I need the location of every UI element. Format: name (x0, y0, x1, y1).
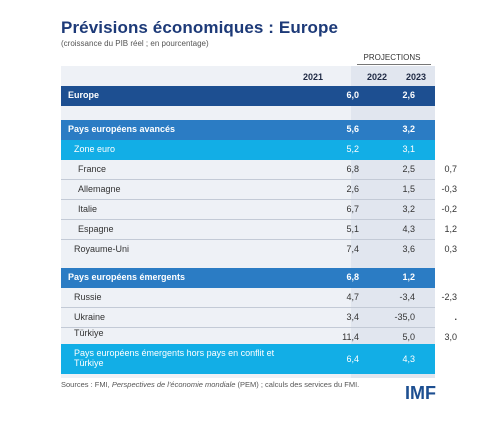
value-2022: 4,3 (402, 224, 415, 234)
projections-divider (357, 64, 431, 65)
value-2022: 3,1 (402, 144, 415, 154)
value-2022: 2,5 (402, 164, 415, 174)
row-label: Zone euro (74, 144, 116, 154)
source-title: Perspectives de l'économie mondiale (111, 380, 236, 389)
value-2023: 0,5 (444, 144, 457, 154)
value-2021: 5,6 (346, 124, 359, 134)
value-2021: 6,8 (346, 272, 359, 282)
value-2021: 6,7 (346, 204, 359, 214)
value-2023: 0,5 (444, 272, 457, 282)
table-row-emerging-excl: Pays européens émergents hors pays en co… (61, 344, 457, 374)
table-row: Royaume-Uni 7,4 3,6 0,3 (61, 240, 457, 260)
row-label: Europe (68, 90, 100, 100)
row-label: Türkiye (74, 328, 104, 338)
row-divider (61, 327, 435, 328)
value-2023: 1,7 (444, 354, 457, 364)
year-header-2021: 2021 (303, 72, 324, 82)
projections-band (351, 66, 435, 378)
value-2023: 1,2 (444, 224, 457, 234)
row-divider (61, 239, 435, 240)
imf-logo: IMF (405, 383, 436, 403)
value-2023: 3,0 (444, 332, 457, 342)
row-divider (61, 219, 435, 220)
table-row-euro-area: Zone euro 5,2 3,1 0,5 (61, 140, 457, 160)
page-subtitle: (croissance du PIB réel ; en pourcentage… (61, 39, 209, 48)
value-2022: 2,6 (402, 90, 415, 100)
value-2021: 4,7 (346, 292, 359, 302)
source-prefix: Sources : FMI, (61, 380, 112, 389)
value-2022: 1,2 (402, 272, 415, 282)
row-label: Pays européens émergents hors pays en co… (74, 348, 275, 368)
value-2023: 0,7 (444, 164, 457, 174)
value-2023: . (454, 312, 457, 322)
row-label: Ukraine (74, 312, 106, 322)
value-2023: -2,3 (441, 292, 457, 302)
value-2023: -0,3 (441, 184, 457, 194)
table-row-advanced: Pays européens avancés 5,6 3,2 0,6 (61, 120, 457, 140)
value-2023: 0,6 (444, 90, 457, 100)
value-2023: -0,2 (441, 204, 457, 214)
table-row: Italie 6,7 3,2 -0,2 (61, 200, 457, 220)
value-2022: 3,2 (402, 204, 415, 214)
value-2022: 5,0 (402, 332, 415, 342)
projections-label: PROJECTIONS (363, 53, 421, 62)
row-label: Pays européens émergents (68, 272, 186, 282)
value-2021: 7,4 (346, 244, 359, 254)
table-row: Allemagne 2,6 1,5 -0,3 (61, 180, 457, 200)
row-divider (61, 199, 435, 200)
value-2021: 5,1 (346, 224, 359, 234)
row-label: Pays européens avancés (68, 124, 176, 134)
table-row: Türkiye 11,4 5,0 3,0 (61, 324, 457, 344)
year-header-2022: 2022 (367, 72, 388, 82)
row-label: Italie (78, 204, 98, 214)
row-label: Allemagne (78, 184, 121, 194)
value-2021: 11,4 (342, 332, 359, 342)
table-row-europe: Europe 6,0 2,6 0,6 (61, 86, 457, 106)
value-2023: 0,3 (444, 244, 457, 254)
value-2021: 6,4 (346, 354, 359, 364)
value-2021: 2,6 (346, 184, 359, 194)
value-2022: -35,0 (394, 312, 415, 322)
table-row-emerging: Pays européens émergents 6,8 1,2 0,5 (61, 268, 457, 288)
row-divider (61, 307, 435, 308)
value-2021: 6,8 (346, 164, 359, 174)
value-2021: 3,4 (346, 312, 359, 322)
row-label: Espagne (78, 224, 114, 234)
value-2022: 3,6 (402, 244, 415, 254)
value-2021: 6,0 (346, 90, 359, 100)
source-note: Sources : FMI, Perspectives de l'économi… (61, 380, 371, 390)
row-label: Russie (74, 292, 102, 302)
row-divider (61, 179, 435, 180)
table-row: Ukraine 3,4 -35,0 . (61, 308, 457, 328)
value-2022: 3,2 (402, 124, 415, 134)
page-title: Prévisions économiques : Europe (61, 18, 339, 37)
value-2022: -3,4 (399, 292, 415, 302)
row-label: Royaume-Uni (74, 244, 130, 254)
table-row: Espagne 5,1 4,3 1,2 (61, 220, 457, 240)
value-2022: 1,5 (402, 184, 415, 194)
row-label: France (78, 164, 107, 174)
value-2022: 4,3 (402, 354, 415, 364)
table-row: Russie 4,7 -3,4 -2,3 (61, 288, 457, 308)
value-2023: 0,6 (444, 124, 457, 134)
value-2021: 5,2 (346, 144, 359, 154)
source-suffix: (PEM) ; calculs des services du FMI. (235, 380, 360, 389)
table-row: France 6,8 2,5 0,7 (61, 160, 457, 180)
year-header-2023: 2023 (406, 72, 427, 82)
